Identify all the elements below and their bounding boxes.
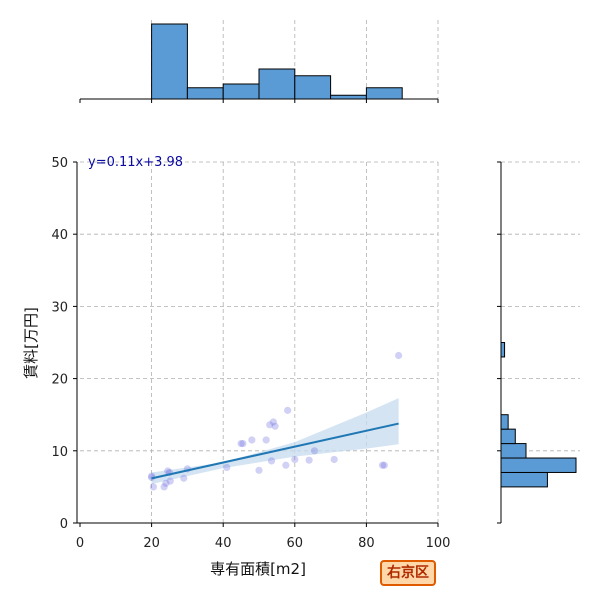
top-hist-bar <box>222 83 260 100</box>
data-point <box>378 461 387 469</box>
data-point <box>395 351 403 360</box>
y-tick-label: 20 <box>51 373 68 388</box>
top-hist-bar <box>294 75 332 100</box>
regression-line-group <box>151 422 399 480</box>
right-histogram <box>497 161 580 524</box>
data-point <box>282 461 290 469</box>
data-point <box>271 422 279 430</box>
confidence-band <box>151 398 399 485</box>
data-point <box>166 477 174 485</box>
grid <box>80 161 439 523</box>
axes: 0 20 40 60 80 100 0 10 20 30 40 50 <box>51 156 450 551</box>
data-point <box>266 421 274 429</box>
data-point <box>269 418 277 426</box>
y-tick-label: 0 <box>60 517 68 532</box>
data-point <box>310 447 319 455</box>
y-tick-label: 50 <box>51 156 68 171</box>
data-point <box>223 463 231 472</box>
data-point <box>291 455 299 464</box>
right-hist-bar <box>500 471 548 488</box>
x-tick-label: 40 <box>215 536 232 551</box>
data-point <box>255 466 263 474</box>
regression-line <box>151 422 399 480</box>
right-hist-bar <box>500 342 506 358</box>
top-hist-bar <box>151 23 188 100</box>
top-histogram <box>79 20 439 103</box>
ward-badge: 右京区 <box>380 560 436 586</box>
data-point <box>160 483 168 491</box>
data-point <box>248 436 256 444</box>
x-axis-label: 専有面積[m2] <box>210 560 306 578</box>
right-hist-bar <box>500 457 577 473</box>
x-tick-label: 100 <box>426 536 451 551</box>
y-tick-label: 40 <box>51 228 68 243</box>
x-tick-label: 80 <box>358 536 375 551</box>
right-hist-bar <box>500 443 527 459</box>
x-tick-label: 20 <box>143 536 160 551</box>
x-tick-label: 0 <box>76 536 84 551</box>
data-point <box>380 461 388 469</box>
data-point <box>164 467 172 475</box>
top-hist-bar <box>186 87 224 100</box>
data-point <box>149 483 157 491</box>
x-tick-label: 60 <box>287 536 304 551</box>
data-point <box>237 439 245 448</box>
data-point <box>305 456 313 464</box>
data-point <box>284 406 292 414</box>
data-point <box>330 455 338 464</box>
data-point <box>180 474 188 482</box>
data-point <box>239 439 247 448</box>
data-point <box>162 479 170 487</box>
top-hist-bar <box>365 87 403 100</box>
data-point <box>262 436 270 444</box>
regression-equation: y=0.11x+3.98 <box>88 155 183 170</box>
top-hist-bar <box>258 68 296 100</box>
top-hist-bar <box>330 94 367 100</box>
confidence-band-group <box>151 398 399 485</box>
y-tick-label: 30 <box>51 300 68 315</box>
y-axis-label: 賃料[万円] <box>22 307 40 379</box>
right-hist-bar <box>500 414 509 430</box>
y-tick-label: 10 <box>51 445 68 460</box>
right-hist-bar <box>500 428 516 445</box>
data-point <box>267 457 276 465</box>
